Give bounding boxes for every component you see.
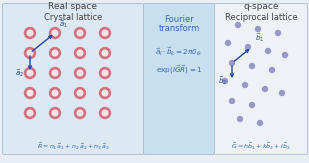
Text: $\exp\!\left(i\vec{G}\vec{R}\right)=1$: $\exp\!\left(i\vec{G}\vec{R}\right)=1$ [156, 63, 202, 75]
Text: $\vec{a}_1$: $\vec{a}_1$ [59, 18, 68, 30]
Text: $\vec{a}_2$: $\vec{a}_2$ [15, 67, 24, 79]
Circle shape [24, 28, 36, 38]
Circle shape [269, 67, 274, 73]
Text: $\vec{a}_i \cdot \vec{b}_k = 2\pi\delta_{ik}$: $\vec{a}_i \cdot \vec{b}_k = 2\pi\delta_… [155, 45, 203, 58]
FancyBboxPatch shape [214, 3, 307, 155]
Text: $\vec{b}_2$: $\vec{b}_2$ [218, 75, 227, 87]
Circle shape [249, 64, 255, 68]
Circle shape [230, 98, 235, 104]
Circle shape [49, 28, 61, 38]
Circle shape [24, 67, 36, 79]
Circle shape [102, 70, 108, 76]
Circle shape [24, 88, 36, 98]
Circle shape [74, 108, 86, 119]
Circle shape [243, 82, 248, 88]
Circle shape [74, 67, 86, 79]
Circle shape [99, 108, 111, 119]
Circle shape [77, 30, 83, 36]
Circle shape [265, 49, 270, 53]
Circle shape [235, 22, 240, 28]
Circle shape [77, 110, 83, 116]
Circle shape [52, 110, 58, 116]
Circle shape [49, 67, 61, 79]
Circle shape [256, 27, 260, 31]
Circle shape [257, 120, 263, 126]
Circle shape [222, 79, 227, 83]
Circle shape [226, 40, 231, 45]
Circle shape [52, 30, 58, 36]
Circle shape [276, 30, 281, 36]
Circle shape [99, 67, 111, 79]
Circle shape [230, 60, 235, 66]
Circle shape [27, 110, 33, 116]
Circle shape [52, 50, 58, 56]
Text: $\vec{R} = n_1\,\vec{a}_1 + n_2\,\vec{a}_2 + n_3\,\vec{a}_3$: $\vec{R} = n_1\,\vec{a}_1 + n_2\,\vec{a}… [36, 141, 109, 152]
Circle shape [52, 90, 58, 96]
Circle shape [249, 103, 255, 108]
Circle shape [99, 28, 111, 38]
Circle shape [49, 47, 61, 59]
Text: Crystal lattice: Crystal lattice [44, 13, 102, 22]
FancyBboxPatch shape [143, 3, 214, 155]
FancyBboxPatch shape [2, 3, 143, 155]
Circle shape [74, 47, 86, 59]
Text: $\vec{b}_1$: $\vec{b}_1$ [255, 31, 264, 44]
Circle shape [74, 88, 86, 98]
Circle shape [99, 88, 111, 98]
Circle shape [27, 30, 33, 36]
Circle shape [27, 90, 33, 96]
Circle shape [263, 87, 268, 91]
Circle shape [24, 47, 36, 59]
Circle shape [27, 70, 33, 76]
Circle shape [52, 70, 58, 76]
Circle shape [77, 70, 83, 76]
Text: $\vec{G} = h\vec{b}_1 + k\vec{b}_2 + l\vec{b}_3$: $\vec{G} = h\vec{b}_1 + k\vec{b}_2 + l\v… [231, 141, 291, 152]
Circle shape [99, 47, 111, 59]
Circle shape [49, 88, 61, 98]
Text: transform: transform [159, 24, 200, 33]
Circle shape [282, 52, 287, 58]
Circle shape [24, 108, 36, 119]
Circle shape [245, 44, 251, 50]
Text: Reciprocal lattice: Reciprocal lattice [225, 13, 297, 22]
Circle shape [77, 50, 83, 56]
Circle shape [280, 90, 285, 96]
Circle shape [102, 90, 108, 96]
Text: q-space: q-space [243, 2, 279, 11]
Circle shape [27, 50, 33, 56]
Text: Fourier: Fourier [164, 15, 194, 24]
Text: Real space: Real space [49, 2, 98, 11]
Circle shape [102, 50, 108, 56]
Circle shape [238, 117, 243, 121]
Circle shape [77, 90, 83, 96]
Circle shape [74, 28, 86, 38]
Circle shape [102, 30, 108, 36]
Circle shape [49, 108, 61, 119]
Circle shape [102, 110, 108, 116]
